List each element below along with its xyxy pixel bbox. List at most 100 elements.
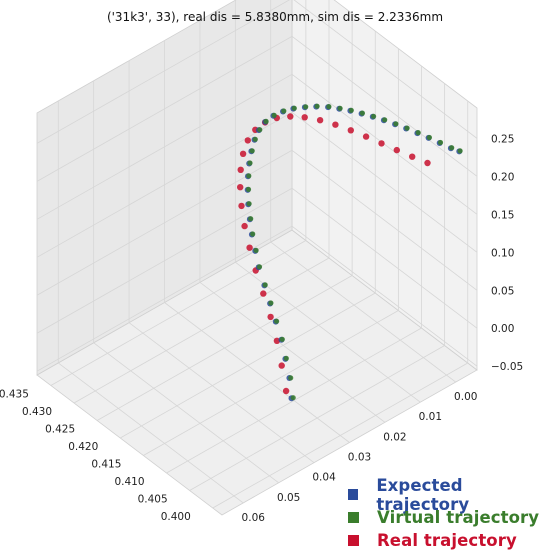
x-tick-label-6: 0.430 [22, 406, 52, 418]
legend-swatch-real [348, 535, 359, 546]
virtual-point-35 [449, 145, 455, 151]
z-tick-label-5: 0.20 [491, 171, 514, 183]
legend-label-real: Real trajectory [377, 531, 517, 550]
legend-label-virtual: Virtual trajectory [377, 508, 540, 527]
z-tick-label-2: 0.05 [491, 285, 514, 297]
grid-z-right-3 [291, 111, 478, 253]
real-point-16 [287, 113, 294, 120]
grid-z-left-1 [36, 187, 293, 334]
z-tick-label-6: 0.25 [491, 133, 514, 145]
virtual-point-10 [248, 216, 254, 222]
grid-z-left-5 [36, 36, 293, 182]
x-tick-label-7: 0.435 [0, 389, 29, 401]
real-point-19 [332, 121, 339, 128]
y-tick-label-3: 0.03 [348, 452, 371, 464]
real-point-11 [239, 150, 247, 157]
virtual-point-21 [291, 105, 297, 111]
virtual-point-24 [326, 104, 332, 110]
virtual-point-36 [457, 148, 463, 154]
virtual-point-5 [268, 300, 274, 306]
real-point-3 [267, 313, 274, 321]
grid-z-left-4 [36, 73, 293, 220]
virtual-point-6 [262, 282, 268, 288]
x-tick-label-2: 0.410 [114, 476, 144, 488]
virtual-point-15 [249, 148, 255, 154]
y-tick-label-4: 0.04 [312, 472, 336, 484]
virtual-point-22 [303, 104, 309, 110]
z-tick-label-3: 0.10 [491, 247, 514, 259]
real-point-4 [260, 290, 267, 297]
virtual-point-14 [247, 160, 253, 166]
y-tick-label-2: 0.02 [383, 431, 406, 443]
virtual-point-9 [250, 231, 256, 237]
data-points [237, 103, 463, 402]
virtual-point-16 [252, 136, 258, 142]
real-point-21 [362, 133, 370, 140]
virtual-point-1 [288, 375, 294, 381]
y-tick-label-6: 0.06 [242, 512, 266, 524]
y-tick-label-0: 0.00 [454, 391, 477, 403]
virtual-point-25 [337, 105, 343, 111]
real-point-9 [237, 184, 244, 191]
x-tick-label-5: 0.425 [45, 424, 75, 436]
legend-item-expected: Expected trajectory [348, 476, 550, 514]
real-point-23 [393, 146, 400, 154]
real-point-7 [241, 222, 248, 230]
virtual-point-3 [279, 336, 285, 342]
grid-y-floor-0 [270, 241, 456, 383]
grid-z-right-5 [291, 36, 478, 177]
virtual-point-18 [263, 118, 269, 124]
virtual-point-20 [281, 108, 287, 114]
virtual-point-33 [426, 134, 432, 141]
real-point-20 [347, 127, 354, 134]
real-point-6 [246, 244, 253, 251]
legend-label-expected: Expected trajectory [376, 475, 470, 514]
legend-item-real: Real trajectory [348, 529, 550, 552]
virtual-point-2 [283, 355, 289, 361]
virtual-point-8 [253, 247, 259, 253]
virtual-point-28 [371, 113, 377, 119]
virtual-point-23 [314, 103, 320, 109]
grid-y-floor-2 [199, 282, 386, 423]
real-point-12 [244, 137, 251, 144]
back-wall-pane-right [291, 0, 478, 371]
grid-z-left-3 [36, 111, 293, 258]
virtual-point-26 [348, 107, 354, 113]
grid-z-left-6 [36, 0, 290, 144]
real-point-0 [282, 387, 290, 395]
y-tick-label-1: 0.01 [419, 411, 442, 423]
legend-swatch-virtual [348, 512, 359, 523]
real-point-17 [301, 114, 308, 121]
virtual-point-31 [404, 125, 410, 131]
legend-item-virtual: Virtual trajectory [348, 506, 550, 529]
legend-swatch-expected [348, 489, 359, 500]
virtual-point-27 [359, 110, 365, 116]
legend: Expected trajectory Virtual trajectory R… [348, 476, 550, 552]
virtual-point-19 [271, 112, 277, 118]
real-point-1 [278, 362, 285, 369]
x-tick-label-0: 0.400 [161, 511, 191, 523]
z-tick-label-0: −0.05 [491, 361, 523, 373]
grid-z-right-1 [291, 187, 478, 329]
real-point-2 [273, 337, 281, 344]
x-tick-label-1: 0.405 [138, 494, 168, 506]
real-point-24 [409, 153, 416, 160]
z-tick-label-4: 0.15 [491, 209, 514, 221]
grid-z-right-0 [291, 225, 478, 367]
real-point-22 [378, 140, 385, 147]
virtual-point-4 [274, 318, 280, 324]
z-tick-label-1: 0.00 [491, 323, 514, 335]
grid-y-floor-6 [58, 362, 244, 504]
grid-y-floor-5 [93, 342, 279, 484]
grid-y-floor-3 [164, 302, 350, 443]
chart-title: ('31k3', 33), real dis = 5.8380mm, sim d… [106, 10, 444, 24]
y-tick-label-5: 0.05 [277, 492, 300, 504]
virtual-point-34 [437, 139, 444, 146]
real-point-10 [237, 166, 244, 173]
real-point-8 [238, 202, 245, 210]
x-tick-label-4: 0.420 [68, 441, 98, 453]
virtual-point-13 [246, 173, 252, 179]
virtual-point-17 [257, 127, 263, 133]
grid-y-floor-4 [128, 322, 315, 463]
